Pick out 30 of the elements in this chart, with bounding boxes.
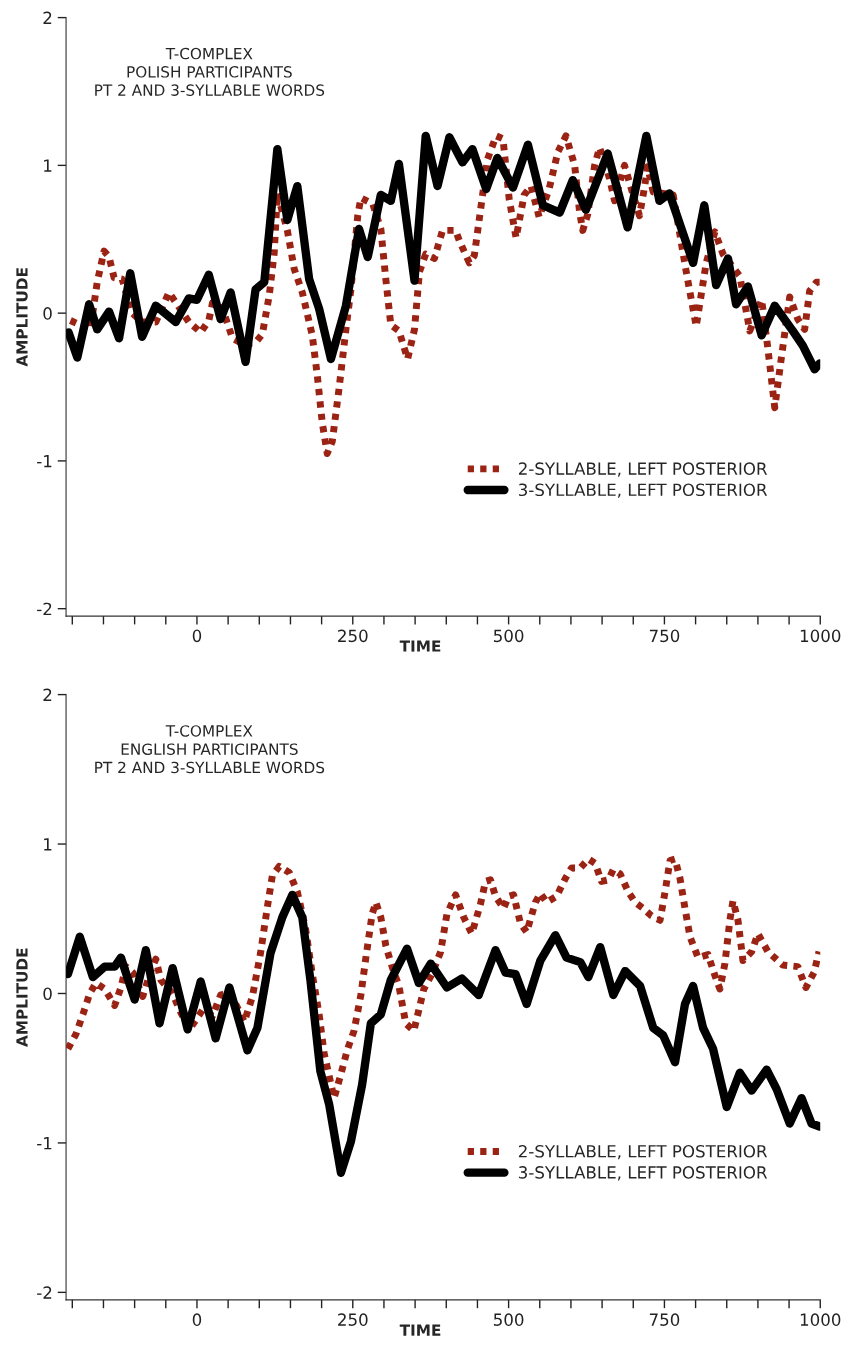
legend-label: 3-SYLLABLE, LEFT POSTERIOR (518, 483, 768, 498)
text: T-COMPLEX ENGLISH PARTICIPANTS PT 2 AND 3-SYLLABLE WORDS (95, 725, 325, 774)
legend-label: 3-SYLLABLE, LEFT POSTERIOR (518, 1166, 768, 1181)
x-tick-label: 1000 (800, 629, 841, 643)
y-axis-title: AMPLITUDE (16, 948, 28, 1047)
x-tick-label: 0 (192, 1313, 202, 1326)
x-tick-label: 750 (649, 1313, 680, 1326)
y-tick-label: -2 (37, 1286, 52, 1299)
legend-label: 2-SYLLABLE, LEFT POSTERIOR (518, 1144, 768, 1160)
x-tick-label: 500 (493, 629, 524, 643)
y-tick-label: -2 (37, 602, 52, 616)
y-tick-label: 1 (44, 838, 52, 851)
x-tick-label: 0 (192, 629, 202, 643)
y-tick-label: -1 (37, 1137, 52, 1150)
y-tick-label: 2 (43, 688, 52, 701)
y-tick-label: 1 (44, 159, 52, 172)
x-axis-title: TIME (399, 1324, 441, 1336)
text: T-COMPLEX POLISH PARTICIPANTS PT 2 AND 3-SYLLABLE WORDS (95, 47, 325, 96)
x-tick-label: 250 (338, 629, 368, 643)
y-axis-title: AMPLITUDE (16, 268, 28, 367)
x-tick-label: 250 (338, 1313, 368, 1326)
x-tick-label: 1000 (800, 1313, 841, 1326)
y-tick-label: -1 (37, 455, 52, 468)
x-tick-label: 750 (649, 629, 680, 643)
y-tick-label: 0 (43, 307, 52, 320)
y-tick-label: 0 (43, 987, 52, 1001)
x-tick-label: 500 (493, 1313, 524, 1326)
x-axis-title: TIME (399, 640, 441, 652)
legend-label: 2-SYLLABLE, LEFT POSTERIOR (518, 462, 768, 477)
y-tick-label: 2 (43, 11, 52, 24)
